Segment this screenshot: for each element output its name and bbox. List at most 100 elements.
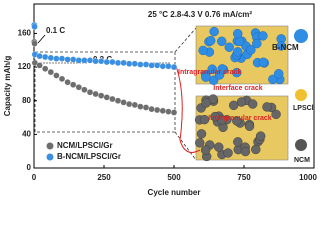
data-point (47, 68, 54, 76)
data-point (75, 57, 82, 64)
data-point (170, 63, 178, 71)
particle (268, 74, 278, 85)
data-point (42, 65, 49, 72)
legend-marker (46, 153, 54, 161)
data-point (131, 60, 138, 67)
data-point (36, 52, 43, 60)
x-tick-label: 500 (167, 173, 181, 182)
data-point (103, 58, 110, 66)
data-point (103, 94, 110, 101)
crack-label: Intragranular crack (178, 69, 242, 76)
data-point (159, 107, 166, 114)
y-tick-label: 80 (22, 96, 31, 105)
particle (232, 67, 242, 78)
data-point (64, 79, 71, 86)
data-point (154, 62, 161, 69)
data-point (92, 58, 99, 65)
particle (224, 42, 234, 52)
particle (200, 145, 211, 155)
data-point (109, 58, 116, 66)
data-point (47, 54, 54, 61)
particle (247, 99, 258, 109)
data-point (86, 57, 94, 64)
data-point (81, 86, 88, 93)
particle (233, 28, 243, 39)
legend-icon (295, 139, 307, 151)
data-point (58, 75, 66, 83)
particle (195, 138, 205, 148)
data-point (81, 57, 88, 64)
particle (209, 26, 219, 37)
data-point (137, 61, 144, 68)
data-point (109, 95, 116, 103)
data-point (98, 58, 105, 65)
particle (258, 31, 268, 41)
illustration-legend: LPSCl (293, 105, 314, 112)
data-point (131, 101, 138, 109)
data-point (42, 53, 49, 61)
data-point (120, 99, 127, 106)
particle (246, 45, 256, 55)
particle (199, 114, 210, 125)
particle (262, 102, 272, 112)
x-tick-label: 750 (237, 173, 251, 182)
x-tick-label: 1000 (299, 173, 317, 182)
y-tick-label: 0 (27, 163, 32, 172)
legend-label: B-NCM/LPSCl/Gr (57, 152, 121, 161)
particle (207, 64, 217, 74)
particle (201, 98, 211, 108)
data-point (114, 59, 122, 67)
particle (214, 142, 224, 152)
annotation: 0.1 C (46, 26, 65, 35)
illustration-legend: NCM (294, 157, 310, 164)
chart: 25 °C 2.8-4.3 V 0.76 mA/cm² Cycle number… (3, 3, 317, 197)
particle (196, 129, 207, 139)
x-tick-label: 0 (32, 173, 37, 182)
data-point (165, 108, 172, 115)
chart-title: 25 °C 2.8-4.3 V 0.76 mA/cm² (148, 10, 252, 19)
data-point (142, 104, 150, 111)
data-point (142, 61, 150, 68)
data-point (36, 62, 43, 69)
data-point (137, 103, 144, 110)
data-point (165, 63, 172, 70)
data-point (148, 105, 155, 113)
data-point (31, 40, 38, 47)
data-point (75, 84, 82, 91)
data-point (70, 81, 77, 88)
legend-marker (46, 142, 54, 150)
particles (194, 26, 286, 162)
data-point (154, 106, 161, 114)
particle (274, 69, 284, 79)
particle (217, 36, 227, 47)
y-tick-label: 120 (18, 62, 32, 71)
x-tick-label: 250 (97, 173, 111, 182)
data-point (98, 92, 105, 99)
data-point (159, 63, 166, 70)
data-point (126, 60, 133, 67)
connector (174, 27, 197, 53)
data-point (120, 59, 127, 67)
x-axis-label: Cycle number (148, 188, 201, 197)
data-point (58, 55, 66, 62)
crack-label: Intergranular crack (208, 115, 272, 122)
data-point (86, 89, 94, 96)
data-point (70, 56, 77, 63)
particle (217, 64, 227, 74)
legend-icon (295, 89, 307, 101)
page: {"chart_data": {"type": "scatter", "titl… (3, 3, 318, 198)
data-point (64, 56, 71, 63)
particle (276, 41, 286, 51)
data-point (126, 100, 133, 108)
particle (258, 57, 268, 67)
data-point (31, 23, 38, 30)
data-point (114, 97, 122, 104)
particle (233, 47, 243, 57)
particle (252, 38, 262, 49)
crack-label: Interface crack (213, 85, 263, 92)
particle (251, 144, 261, 155)
particle (271, 109, 281, 120)
zoom-box (34, 51, 176, 133)
particle (232, 116, 242, 126)
particle (210, 111, 220, 122)
